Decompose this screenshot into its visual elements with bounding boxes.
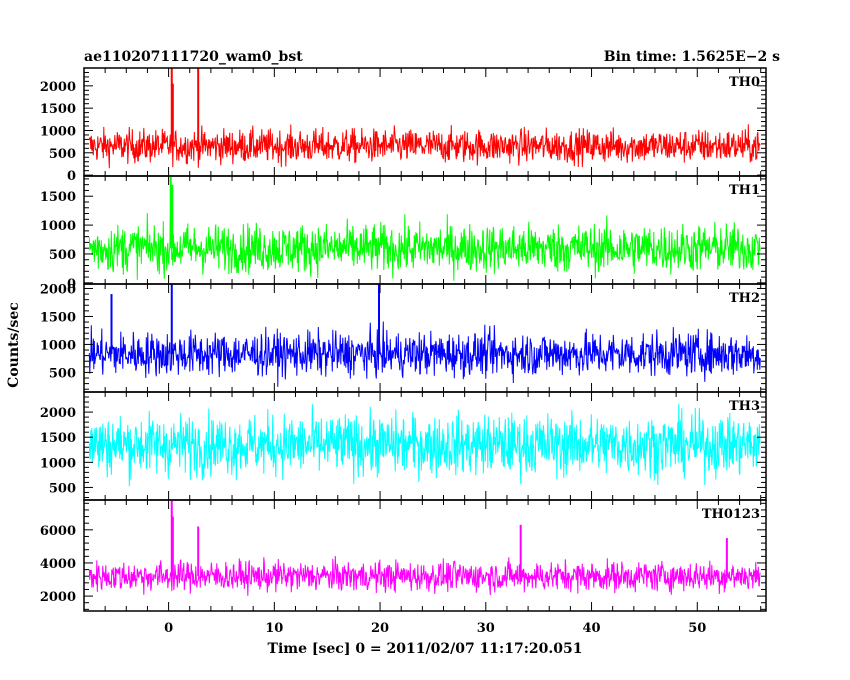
y-tick-label: 6000 — [40, 524, 76, 539]
y-tick-label: 2000 — [40, 282, 76, 297]
x-axis-label: Time [sec] 0 = 2011/02/07 11:17:20.051 — [268, 641, 583, 657]
x-tick-label: 30 — [477, 621, 495, 636]
y-tick-label: 500 — [49, 366, 76, 381]
y-tick-label: 4000 — [40, 557, 76, 572]
y-tick-label: 1000 — [40, 456, 76, 471]
series-line-th2 — [88, 321, 761, 387]
x-tick-label: 50 — [688, 621, 706, 636]
panel-th3: TH3 500 1000 1500 2000 — [40, 391, 767, 501]
panel-label: TH1 — [729, 183, 760, 198]
y-tick-label: 500 — [49, 481, 76, 496]
series-line-th0 — [88, 124, 761, 169]
y-tick-label: 1500 — [40, 102, 76, 117]
series-line-th1 — [88, 212, 761, 281]
panel-label: TH0 — [729, 75, 760, 90]
y-tick-label: 2000 — [40, 80, 76, 95]
panel-frame — [83, 283, 767, 393]
series-line-th3 — [88, 403, 761, 487]
y-tick-label: 1500 — [40, 310, 76, 325]
x-tick-label: 40 — [582, 621, 600, 636]
x-axis-tick-labels: 0 10 20 30 40 50 — [164, 621, 706, 636]
series-line-th0123 — [88, 555, 761, 596]
panels-group: TH0 0 500 1000 1500 2000 TH1 0 500 1000 1500 TH2 500… — [40, 67, 767, 612]
y-tick-label: 1000 — [40, 124, 76, 139]
x-tick-label: 0 — [164, 621, 173, 636]
y-tick-label: 500 — [49, 248, 76, 263]
chart-title-left: ae110207111720_wam0_bst — [84, 49, 303, 65]
y-axis-label: Counts/sec — [6, 302, 22, 388]
panel-th0: TH0 0 500 1000 1500 2000 — [40, 67, 767, 184]
y-tick-label: 2000 — [40, 406, 76, 421]
panel-th2: TH2 500 1000 1500 2000 — [40, 282, 767, 393]
y-tick-label: 0 — [67, 277, 76, 292]
y-tick-label: 1000 — [40, 338, 76, 353]
y-tick-label: 1000 — [40, 219, 76, 234]
y-tick-label: 1500 — [40, 431, 76, 446]
panel-th0123: TH0123 2000 4000 6000 — [40, 499, 767, 612]
panel-label: TH0123 — [702, 507, 760, 522]
panel-frame — [83, 499, 767, 612]
chart-title-right: Bin time: 1.5625E−2 s — [604, 49, 780, 65]
panel-label: TH3 — [729, 399, 760, 414]
panel-th1: TH1 0 500 1000 1500 — [40, 175, 767, 292]
x-tick-label: 20 — [371, 621, 389, 636]
y-tick-label: 500 — [49, 147, 76, 162]
y-tick-label: 0 — [67, 169, 76, 184]
x-tick-label: 10 — [265, 621, 283, 636]
y-tick-label: 1500 — [40, 190, 76, 205]
panel-label: TH2 — [729, 291, 760, 306]
y-tick-label: 2000 — [40, 590, 76, 605]
